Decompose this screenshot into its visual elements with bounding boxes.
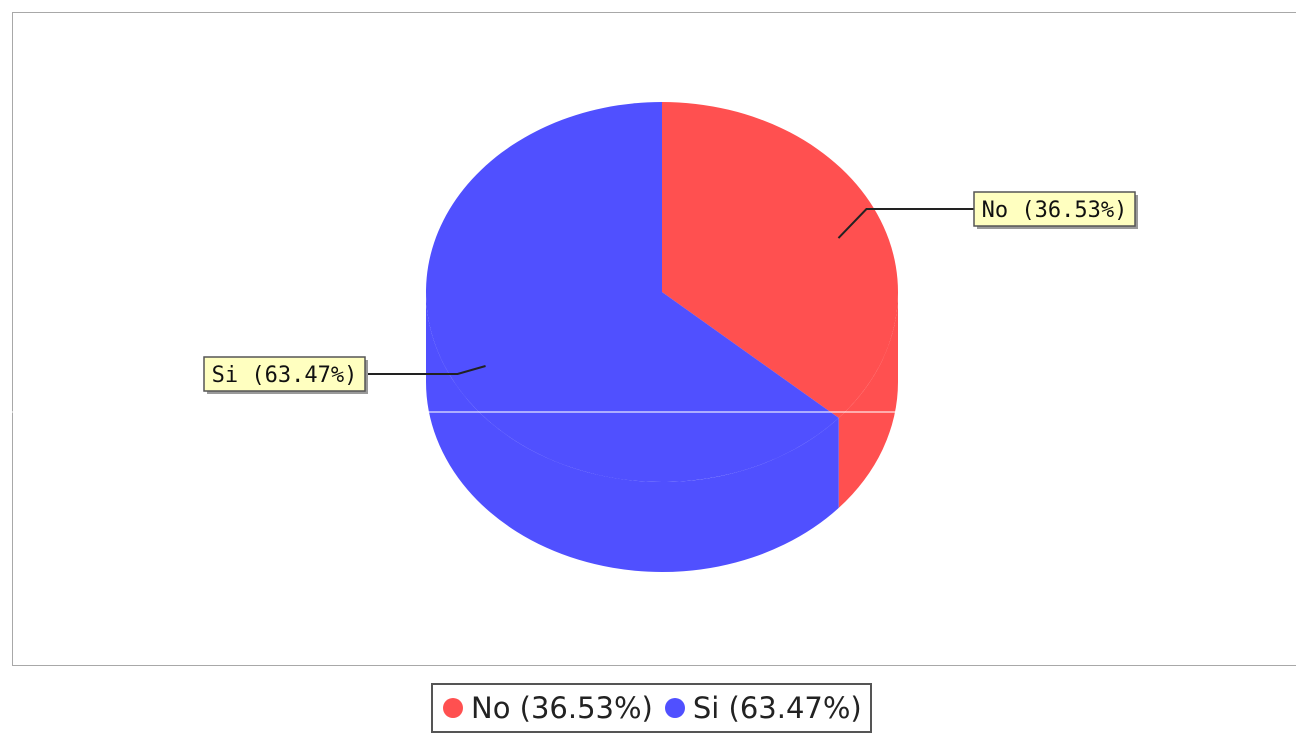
legend-item-si: Si (63.47%) [664, 691, 862, 725]
pie-chart: No (36.53%) Si (63.47%) [203, 102, 1138, 572]
label-box-no [973, 191, 1136, 227]
leader-line-no [837, 208, 974, 239]
slice-label-si: Si (63.47%) [212, 363, 358, 388]
pie-top-faces [425, 102, 898, 482]
leader-line-si [365, 365, 486, 375]
pie-labels: No (36.53%) Si (63.47%) [203, 191, 1138, 394]
pie-side-no [838, 292, 898, 508]
legend-swatch-no [443, 698, 463, 718]
legend-label-si: Si (63.47%) [692, 691, 862, 725]
legend-item-no: No (36.53%) [443, 691, 653, 725]
pie-side-si [426, 292, 839, 572]
legend-swatch-si [664, 698, 685, 718]
legend-label-no: No (36.53%) [471, 691, 653, 725]
chart-legend: No (36.53%) Si (63.47%) [431, 683, 872, 733]
slice-label-no: No (36.53%) [982, 198, 1128, 223]
pie-side-walls [426, 292, 898, 572]
pie-slice-no [662, 102, 898, 418]
pie-slice-si [425, 102, 839, 482]
label-box-si [203, 356, 366, 392]
